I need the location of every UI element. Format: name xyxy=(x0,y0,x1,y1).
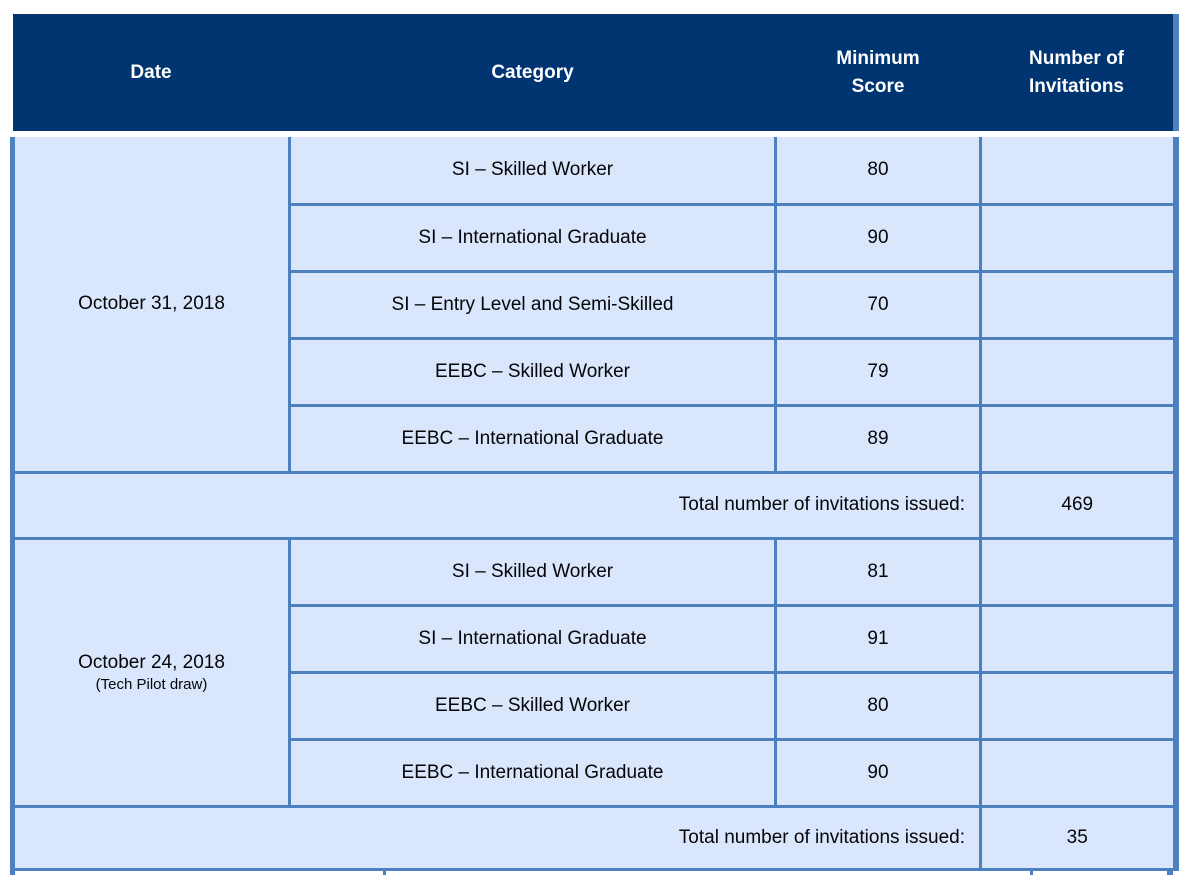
table-body: October 31, 2018 SI – Skilled Worker 80 … xyxy=(10,131,1179,871)
table-header: Date Category Minimum Score Number of In… xyxy=(12,14,1179,131)
min-score-cell: 90 xyxy=(774,202,982,273)
column-header-minimum-score: Minimum Score xyxy=(775,14,981,131)
invitations-cell xyxy=(979,536,1179,607)
date-text: October 31, 2018 xyxy=(78,292,225,314)
total-label-cell: Total number of invitations issued: xyxy=(10,470,982,540)
min-score-cell: 79 xyxy=(774,336,982,407)
total-value-cell: 469 xyxy=(979,470,1179,540)
category-cell: EEBC – International Graduate xyxy=(288,737,777,808)
invitations-cell xyxy=(979,137,1179,206)
total-row: Total number of invitations issued: 35 xyxy=(10,804,1179,871)
invitations-cell xyxy=(979,670,1179,741)
min-score-cell: 89 xyxy=(774,403,982,474)
category-cell: EEBC – Skilled Worker xyxy=(288,670,777,741)
column-header-number-of-invitations: Number of Invitations xyxy=(980,14,1179,131)
cutoff-row-border-tick xyxy=(383,871,386,875)
cutoff-row-border-tick xyxy=(10,871,15,875)
cutoff-row-border-tick xyxy=(1030,871,1033,875)
category-cell: SI – Skilled Worker xyxy=(288,536,777,607)
total-label-cell: Total number of invitations issued: xyxy=(10,804,982,871)
category-cell: SI – International Graduate xyxy=(288,603,777,674)
category-cell: SI – Skilled Worker xyxy=(288,137,777,206)
invitations-cell xyxy=(979,336,1179,407)
category-cell: SI – International Graduate xyxy=(288,202,777,273)
total-row: Total number of invitations issued: 469 xyxy=(10,470,1179,540)
table-row: EEBC – Skilled Worker 79 xyxy=(13,336,1179,407)
table-row: SI – International Graduate 91 xyxy=(13,603,1179,674)
min-score-cell: 80 xyxy=(774,137,982,206)
header-body-gap xyxy=(12,131,1176,137)
column-header-date: Date xyxy=(12,14,290,131)
date-note-text: (Tech Pilot draw) xyxy=(95,675,208,693)
table-row: SI – International Graduate 90 xyxy=(13,202,1179,273)
min-score-cell: 81 xyxy=(774,536,982,607)
table-row: October 24, 2018 (Tech Pilot draw) SI – … xyxy=(10,536,1179,808)
min-score-cell: 90 xyxy=(774,737,982,808)
table-row: SI – Entry Level and Semi-Skilled 70 xyxy=(13,269,1179,340)
invitations-cell xyxy=(979,202,1179,273)
total-value-cell: 35 xyxy=(979,804,1179,871)
invitations-cell xyxy=(979,269,1179,340)
table-row: EEBC – International Graduate 89 xyxy=(13,403,1179,474)
min-score-cell: 80 xyxy=(774,670,982,741)
date-cell: October 24, 2018 (Tech Pilot draw) xyxy=(10,536,291,808)
date-cell: October 31, 2018 xyxy=(10,137,291,474)
invitations-cell xyxy=(979,603,1179,674)
category-cell: SI – Entry Level and Semi-Skilled xyxy=(288,269,777,340)
category-cell: EEBC – International Graduate xyxy=(288,403,777,474)
category-cell: EEBC – Skilled Worker xyxy=(288,336,777,407)
invitation-rounds-table-wrap: Date Category Minimum Score Number of In… xyxy=(10,14,1179,871)
table-row: EEBC – Skilled Worker 80 xyxy=(13,670,1179,741)
date-text: October 24, 2018 xyxy=(78,651,225,673)
invitation-rounds-table: Date Category Minimum Score Number of In… xyxy=(10,14,1179,871)
header-row: Date Category Minimum Score Number of In… xyxy=(12,14,1179,131)
column-header-category: Category xyxy=(289,14,776,131)
min-score-cell: 91 xyxy=(774,603,982,674)
table-row: October 31, 2018 SI – Skilled Worker 80 xyxy=(10,137,1179,474)
table-row: EEBC – International Graduate 90 xyxy=(13,737,1179,808)
cutoff-row-border-tick xyxy=(1167,871,1173,875)
min-score-cell: 70 xyxy=(774,269,982,340)
invitations-cell xyxy=(979,737,1179,808)
invitations-cell xyxy=(979,403,1179,474)
